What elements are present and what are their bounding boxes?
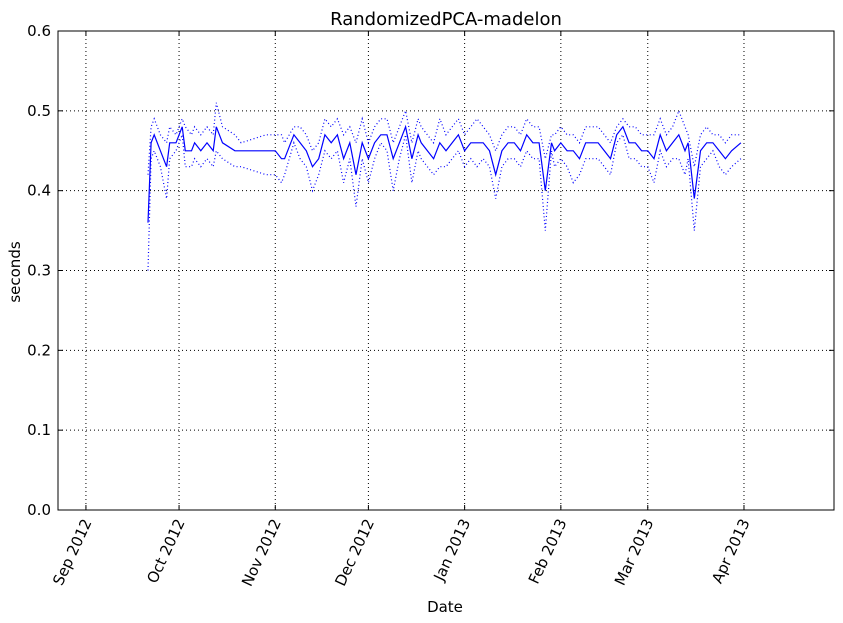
- series-group: [147, 102, 742, 271]
- x-axis-label: Date: [427, 598, 463, 616]
- series-line-dotted-2: [147, 133, 742, 271]
- y-tick-label: 0.0: [27, 501, 51, 519]
- y-axis-label: seconds: [6, 241, 24, 302]
- chart-title: RandomizedPCA-madelon: [330, 9, 562, 30]
- y-tick-label: 0.2: [27, 341, 51, 359]
- y-tick-label: 0.4: [27, 182, 51, 200]
- series-line-main: [147, 124, 742, 223]
- y-tick-label: 0.1: [27, 421, 51, 439]
- y-tick-label: 0.5: [27, 102, 51, 120]
- y-tick-label: 0.3: [27, 262, 51, 280]
- y-tick-label: 0.6: [27, 22, 51, 40]
